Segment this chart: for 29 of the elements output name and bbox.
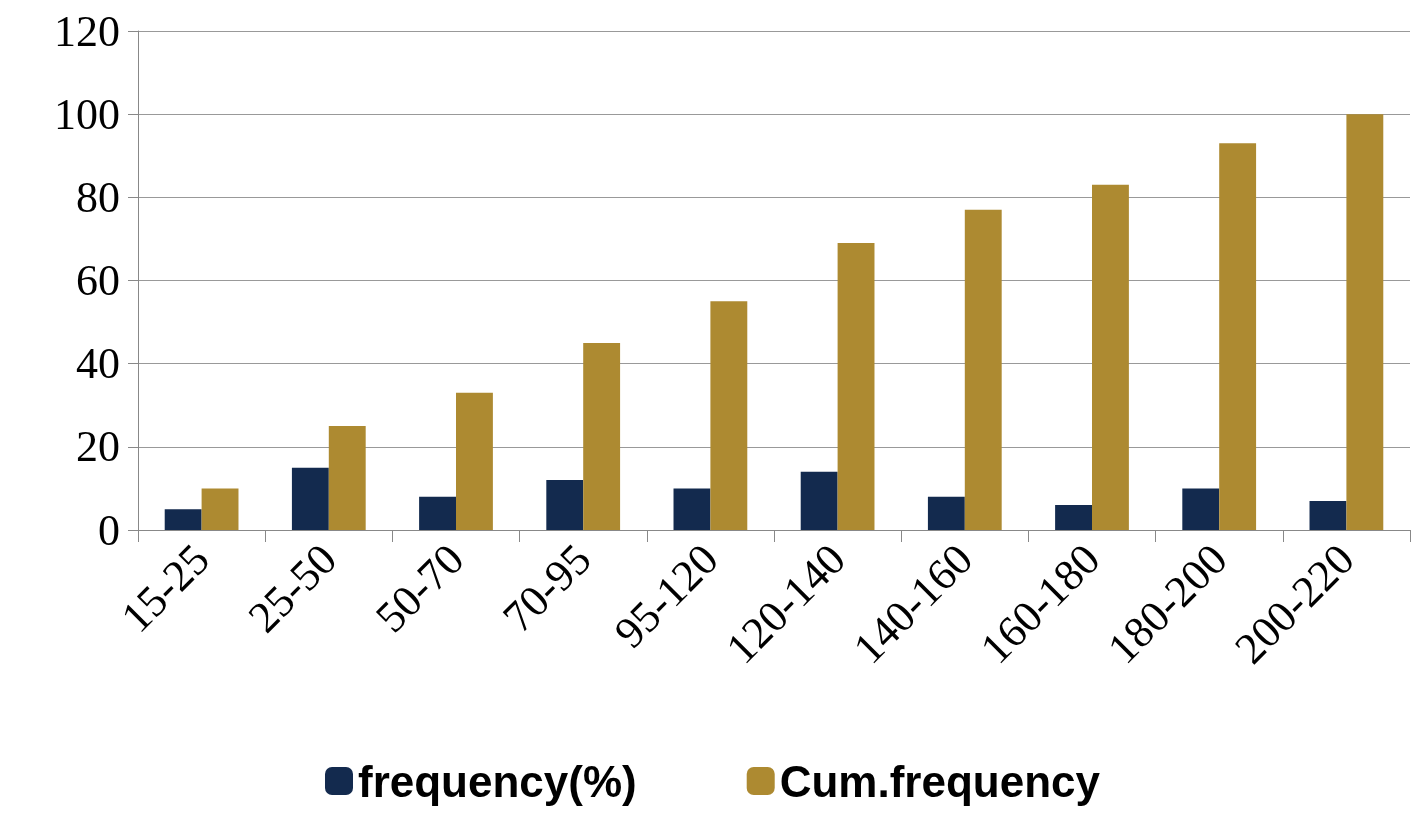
bar (964, 209, 1002, 530)
bar (1309, 500, 1347, 530)
bar (546, 480, 584, 530)
bar (164, 509, 202, 530)
bar (1219, 143, 1257, 530)
legend-label: frequency(%) (358, 756, 637, 806)
bar (710, 301, 748, 530)
bar (456, 392, 493, 530)
bar (1092, 184, 1129, 530)
bar (291, 467, 329, 530)
bar (328, 426, 366, 530)
bar (800, 471, 838, 530)
bar (583, 342, 621, 530)
y-tick-label: 0 (98, 505, 120, 555)
bar (1055, 505, 1092, 530)
bar (1182, 488, 1220, 530)
y-tick-label: 40 (76, 339, 120, 389)
y-tick-label: 120 (54, 6, 120, 56)
bar (927, 496, 965, 530)
bar (1346, 114, 1384, 530)
bar (673, 488, 711, 530)
y-tick-label: 20 (76, 422, 120, 472)
legend-label: Cum.frequency (779, 756, 1101, 806)
y-tick-label: 80 (76, 172, 120, 222)
bar (201, 488, 239, 530)
bar (419, 496, 456, 530)
bar (837, 243, 875, 530)
y-tick-label: 100 (54, 89, 120, 139)
y-tick-label: 60 (76, 256, 120, 305)
